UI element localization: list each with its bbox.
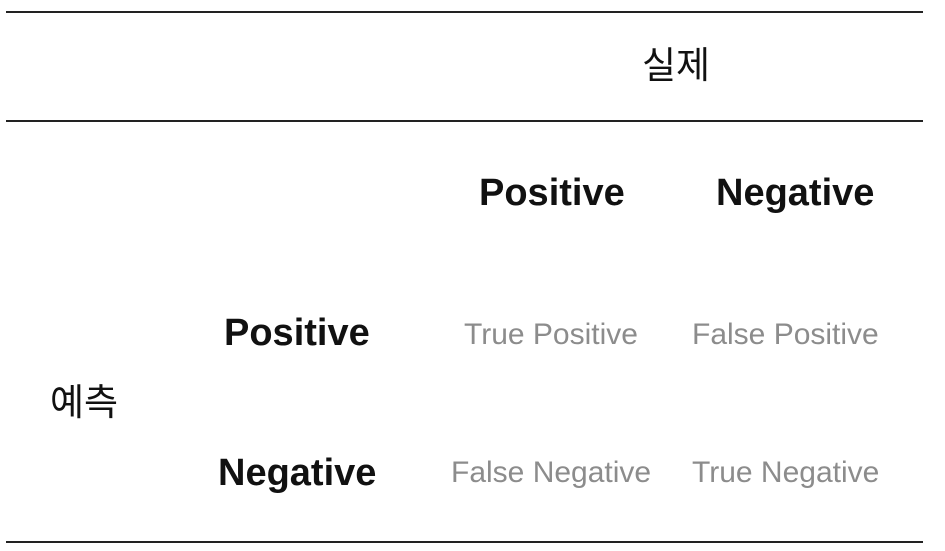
column-header-negative: Negative: [716, 172, 875, 214]
actual-header: 실제: [642, 44, 711, 87]
column-header-positive: Positive: [479, 172, 625, 214]
cell-true-negative: True Negative: [692, 456, 880, 489]
cell-true-positive: True Positive: [464, 318, 638, 351]
cell-false-negative: False Negative: [451, 456, 652, 489]
table-header-rule: [6, 120, 923, 122]
table-top-rule: [6, 11, 923, 13]
row-header-negative: Negative: [218, 452, 377, 494]
table-bottom-rule: [6, 541, 923, 543]
row-header-positive: Positive: [224, 312, 370, 354]
cell-false-positive: False Positive: [692, 318, 879, 351]
predicted-header: 예측: [50, 381, 119, 424]
